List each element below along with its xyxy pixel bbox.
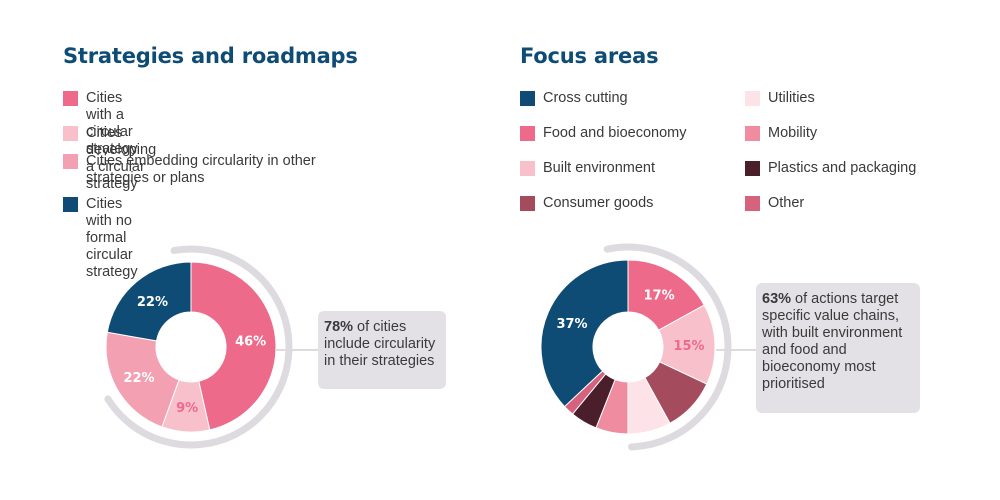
- strategies-panel: Strategies and roadmaps Cities with a ci…: [63, 44, 446, 449]
- legend-item-plastics-packaging: Plastics and packaging: [745, 160, 916, 177]
- slice-value-label: 37%: [556, 317, 587, 332]
- legend-swatch: [520, 126, 535, 141]
- legend-item-embedding-circularity: Cities embedding circularity in other st…: [63, 153, 373, 187]
- legend-swatch: [520, 196, 535, 211]
- legend-item-mobility: Mobility: [745, 125, 817, 142]
- strategies-callout: 78% of cities include circularity in the…: [318, 311, 446, 389]
- legend-swatch: [520, 91, 535, 106]
- legend-label: Cities with no formal circular strategy: [86, 196, 138, 280]
- legend-item-utilities: Utilities: [745, 90, 815, 107]
- legend-label: Cities with a circular strategy: [86, 90, 138, 157]
- focus-areas-donut-chart: 17% 15% 37%: [540, 243, 732, 451]
- focus-areas-callout: 63% of actions target specific value cha…: [756, 283, 920, 413]
- callout-text: of actions target specific value chains,…: [762, 291, 903, 392]
- slice-cities-with-a-circular-strategy: [190, 261, 277, 431]
- legend-swatch: [63, 197, 78, 212]
- focus-areas-panel: Focus areas Cross cutting Food and bioec…: [500, 0, 1000, 500]
- legend-label: Cities embedding circularity in other st…: [86, 153, 316, 186]
- legend-item-developing-strategy: Cities developing a circular strategy: [63, 125, 156, 193]
- focus-areas-legend: Cross cutting Food and bioeconomy Built …: [520, 90, 990, 220]
- legend-label: Cities developing a circular strategy: [86, 125, 157, 192]
- slice-cross-cutting: [540, 259, 629, 408]
- slice-cities-embedding-circularity-in-other-strategies-or-plans: [105, 331, 180, 428]
- focus-areas-heading: Focus areas: [520, 44, 659, 68]
- legend-label: Mobility: [768, 125, 818, 141]
- slice-value-label: 22%: [137, 295, 168, 310]
- legend-label: Built environment: [543, 160, 656, 176]
- callout-highlight: 63%: [762, 291, 792, 307]
- legend-item-food-bioeconomy: Food and bioeconomy: [520, 125, 687, 142]
- legend-item-cross-cutting: Cross cutting: [520, 90, 628, 107]
- legend-swatch: [520, 161, 535, 176]
- slice-value-label: 17%: [643, 288, 674, 303]
- legend-label: Other: [768, 195, 805, 211]
- legend-label: Cross cutting: [543, 90, 628, 106]
- callout-highlight: 78%: [324, 319, 354, 335]
- highlight-ring: [603, 243, 732, 451]
- legend-item-circular-strategy: Cities with a circular strategy: [63, 90, 138, 158]
- legend-item-consumer-goods: Consumer goods: [520, 195, 653, 212]
- legend-swatch: [745, 91, 760, 106]
- strategies-heading: Strategies and roadmaps: [63, 44, 358, 68]
- legend-label: Food and bioeconomy: [543, 125, 687, 141]
- callout-text: of cities include circularity in their s…: [324, 319, 436, 369]
- callout-connector: [716, 349, 758, 351]
- callout-connector: [275, 349, 320, 351]
- legend-label: Plastics and packaging: [768, 160, 917, 176]
- slice-value-label: 9%: [176, 401, 198, 416]
- legend-swatch: [745, 126, 760, 141]
- legend-swatch: [745, 196, 760, 211]
- slice-value-label: 46%: [235, 334, 266, 349]
- legend-item-no-formal-strategy: Cities with no formal circular strategy: [63, 196, 138, 281]
- legend-swatch: [63, 126, 78, 141]
- strategies-donut-chart: 46% 9% 22% 22%: [104, 245, 293, 449]
- legend-label: Utilities: [768, 90, 815, 106]
- legend-item-other: Other: [745, 195, 804, 212]
- slice-cities-with-no-formal-circular-strategy: [106, 261, 192, 342]
- legend-item-built-environment: Built environment: [520, 160, 655, 177]
- slice-value-label: 15%: [673, 339, 704, 354]
- highlight-ring: [104, 245, 293, 449]
- legend-swatch: [745, 161, 760, 176]
- legend-swatch: [63, 91, 78, 106]
- slice-value-label: 22%: [123, 371, 154, 386]
- legend-swatch: [63, 154, 78, 169]
- legend-label: Consumer goods: [543, 195, 654, 211]
